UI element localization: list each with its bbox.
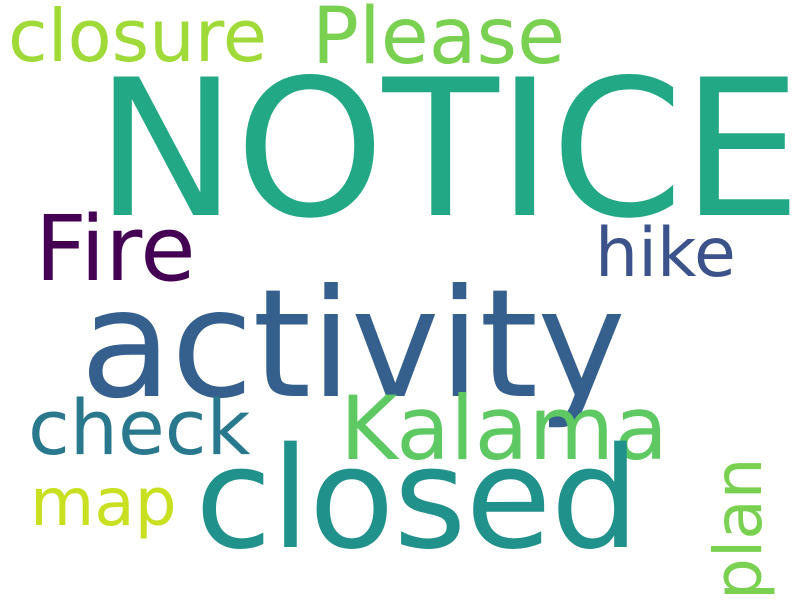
word-hike: hike: [595, 214, 736, 293]
word-check: check: [28, 383, 251, 472]
word-fire: Fire: [35, 197, 196, 302]
word-map: map: [30, 464, 177, 541]
word-plan: plan: [700, 457, 777, 600]
word-please: Please: [312, 0, 566, 82]
word-kalama: Kalama: [340, 377, 669, 480]
word-notice: NOTICE: [95, 39, 800, 260]
word-closure: closure: [8, 0, 268, 78]
word-activity: activity: [80, 258, 626, 432]
word-closed: closed: [195, 418, 639, 581]
